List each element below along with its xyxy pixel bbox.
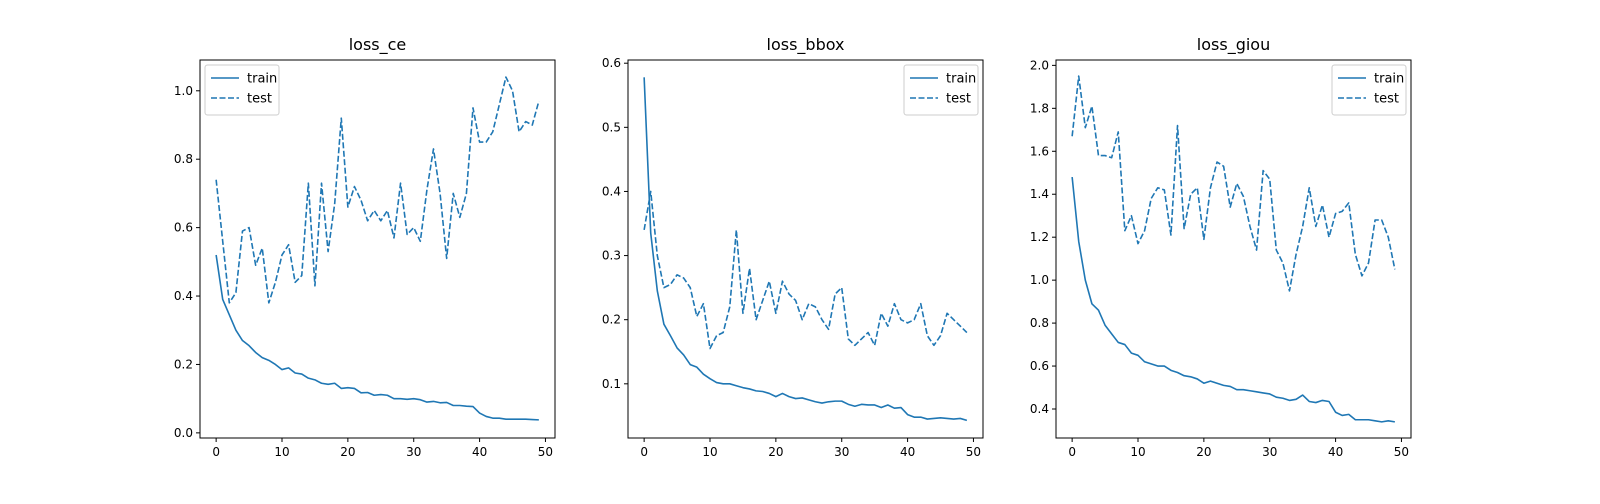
y-tick-label: 0.4 — [174, 289, 193, 303]
y-tick-label: 0.4 — [602, 184, 621, 198]
y-tick-label: 0.6 — [602, 56, 621, 70]
panel-loss-bbox: loss_bbox 0 10 20 30 40 50 0.1 0.2 0.3 0.4 0.5 0.6 t… — [602, 35, 984, 459]
series-line-train — [1071, 176, 1395, 423]
y-tick-label: 0.4 — [1030, 402, 1049, 416]
legend: train test — [1331, 64, 1407, 116]
series-line-test — [1071, 75, 1396, 292]
x-tick-label: 40 — [1328, 445, 1343, 459]
legend: train test — [204, 64, 280, 116]
x-tick-label: 30 — [1262, 445, 1277, 459]
y-tick-label: 1.2 — [1030, 230, 1049, 244]
y-tick-label: 0.8 — [1030, 316, 1049, 330]
legend-label-train: train — [1374, 72, 1404, 87]
legend-label-test: test — [247, 92, 272, 107]
x-tick-label: 20 — [768, 445, 783, 459]
legend-label-test: test — [1374, 92, 1399, 107]
legend-label-test: test — [946, 92, 971, 107]
x-tick-label: 20 — [340, 445, 355, 459]
x-tick-label: 50 — [1394, 445, 1409, 459]
y-tick-label: 1.0 — [1030, 273, 1049, 287]
x-tick-label: 10 — [1130, 445, 1145, 459]
x-tick-label: 40 — [472, 445, 487, 459]
axes-frame — [199, 59, 556, 439]
series-line-train — [643, 77, 968, 422]
y-tick-label: 0.0 — [174, 426, 193, 440]
y-tick-label: 1.4 — [1030, 187, 1049, 201]
x-tick-label: 20 — [1196, 445, 1211, 459]
y-tick-label: 0.6 — [1030, 359, 1049, 373]
y-tick-label: 0.2 — [602, 313, 621, 327]
y-tick-label: 0.3 — [602, 249, 621, 263]
series-line-test — [643, 190, 968, 350]
x-tick-label: 30 — [406, 445, 421, 459]
x-tick-label: 10 — [274, 445, 289, 459]
chart-title: loss_ce — [349, 35, 407, 55]
legend-label-train: train — [247, 72, 277, 87]
legend-label-train: train — [946, 72, 976, 87]
chart-title: loss_giou — [1197, 35, 1270, 55]
x-tick-label: 0 — [1068, 445, 1076, 459]
axes-frame — [1055, 59, 1412, 439]
legend: train test — [903, 64, 979, 116]
x-tick-label: 40 — [900, 445, 915, 459]
y-tick-label: 0.1 — [602, 377, 621, 391]
y-tick-label: 0.2 — [174, 357, 193, 371]
axes-frame — [627, 59, 984, 439]
series-line-train — [215, 254, 539, 421]
x-tick-label: 50 — [538, 445, 553, 459]
x-tick-label: 30 — [834, 445, 849, 459]
x-tick-label: 0 — [640, 445, 648, 459]
y-tick-label: 1.6 — [1030, 144, 1049, 158]
chart-title: loss_bbox — [767, 35, 845, 55]
x-tick-label: 10 — [702, 445, 717, 459]
y-tick-label: 0.8 — [174, 152, 193, 166]
y-tick-label: 0.6 — [174, 221, 193, 235]
panel-loss-ce: loss_ce 0 10 20 30 40 50 0.0 0.2 0.4 0.6 0.8 1.0 tra… — [174, 35, 556, 459]
y-tick-label: 1.0 — [174, 84, 193, 98]
x-tick-label: 0 — [212, 445, 220, 459]
y-tick-label: 2.0 — [1030, 58, 1049, 72]
y-tick-label: 0.5 — [602, 120, 621, 134]
panel-loss-giou: loss_giou 0 10 20 30 40 50 0.4 0.6 0.8 1.0 1.2 1.4 1… — [1030, 35, 1412, 459]
y-tick-label: 1.8 — [1030, 101, 1049, 115]
x-tick-label: 50 — [966, 445, 981, 459]
series-line-test — [215, 76, 540, 304]
